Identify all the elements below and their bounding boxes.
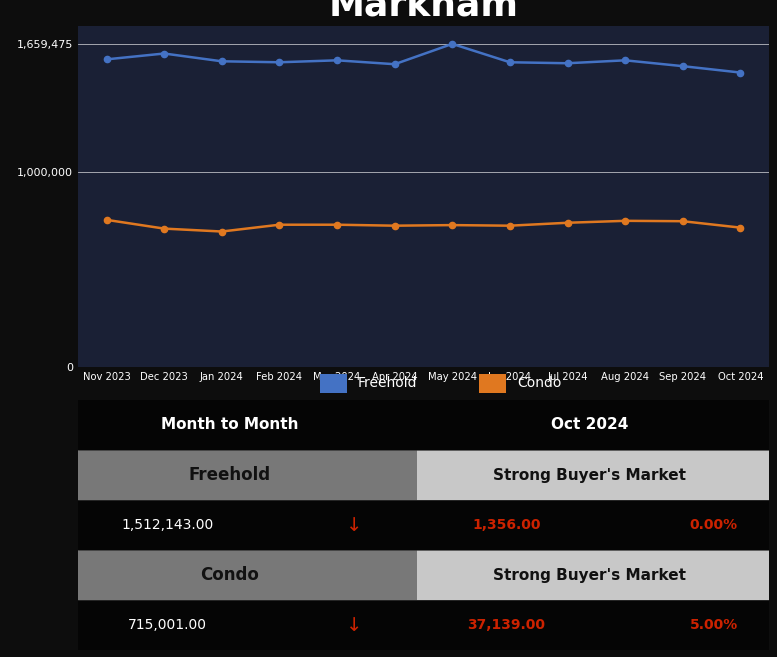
Text: Strong Buyer's Market: Strong Buyer's Market	[493, 568, 686, 583]
Text: Freehold: Freehold	[189, 466, 271, 484]
Bar	[78, 600, 769, 650]
Bar	[78, 550, 416, 600]
Text: 37,139.00: 37,139.00	[468, 618, 545, 633]
Bar	[479, 374, 507, 392]
Text: Strong Buyer's Market: Strong Buyer's Market	[493, 468, 686, 482]
Text: 1,356.00: 1,356.00	[472, 518, 541, 532]
Text: 5.00%: 5.00%	[690, 618, 738, 633]
Bar	[320, 374, 347, 392]
Text: 0.00%: 0.00%	[690, 518, 738, 532]
Text: 1,512,143.00: 1,512,143.00	[121, 518, 214, 532]
Bar	[78, 400, 769, 450]
Text: 715,001.00: 715,001.00	[128, 618, 207, 633]
Text: ↓: ↓	[346, 516, 363, 535]
Bar	[78, 500, 769, 550]
Text: Condo: Condo	[200, 566, 260, 584]
Title: Markham: Markham	[329, 0, 518, 22]
Text: Oct 2024: Oct 2024	[551, 417, 628, 432]
Bar	[78, 450, 416, 500]
Text: Month to Month: Month to Month	[161, 417, 298, 432]
Bar	[416, 450, 769, 500]
Text: Freehold: Freehold	[357, 376, 417, 390]
Text: Condo: Condo	[517, 376, 561, 390]
Bar	[416, 550, 769, 600]
Text: ↓: ↓	[346, 616, 363, 635]
